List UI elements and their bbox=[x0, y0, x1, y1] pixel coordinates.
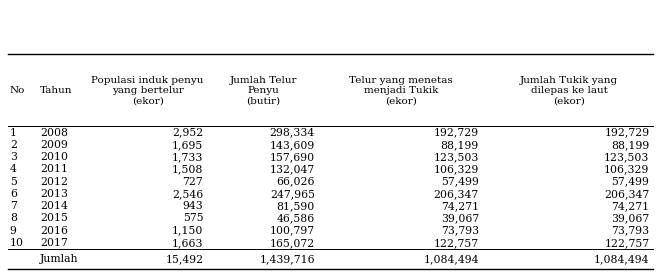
Text: 123,503: 123,503 bbox=[434, 152, 479, 162]
Text: 6: 6 bbox=[10, 189, 17, 199]
Text: 123,503: 123,503 bbox=[604, 152, 649, 162]
Text: 1,663: 1,663 bbox=[172, 238, 203, 248]
Text: 2013: 2013 bbox=[40, 189, 68, 199]
Text: 122,757: 122,757 bbox=[434, 238, 479, 248]
Text: 2009: 2009 bbox=[40, 140, 68, 150]
Text: 7: 7 bbox=[10, 201, 16, 211]
Text: 57,499: 57,499 bbox=[441, 177, 479, 187]
Text: 2,546: 2,546 bbox=[172, 189, 203, 199]
Text: 81,590: 81,590 bbox=[277, 201, 315, 211]
Text: 4: 4 bbox=[10, 164, 16, 174]
Text: 2008: 2008 bbox=[40, 128, 68, 138]
Text: 5: 5 bbox=[10, 177, 16, 187]
Text: 206,347: 206,347 bbox=[434, 189, 479, 199]
Text: No: No bbox=[10, 86, 25, 95]
Text: 46,586: 46,586 bbox=[277, 213, 315, 223]
Text: 39,067: 39,067 bbox=[441, 213, 479, 223]
Text: 10: 10 bbox=[10, 238, 24, 248]
Text: 122,757: 122,757 bbox=[604, 238, 649, 248]
Text: 3: 3 bbox=[10, 152, 17, 162]
Text: 2015: 2015 bbox=[40, 213, 68, 223]
Text: 1,150: 1,150 bbox=[172, 225, 203, 236]
Text: 100,797: 100,797 bbox=[270, 225, 315, 236]
Text: 943: 943 bbox=[182, 201, 203, 211]
Text: 1,084,494: 1,084,494 bbox=[594, 254, 649, 264]
Text: 2011: 2011 bbox=[40, 164, 68, 174]
Text: 73,793: 73,793 bbox=[611, 225, 649, 236]
Text: 143,609: 143,609 bbox=[270, 140, 315, 150]
Text: 106,329: 106,329 bbox=[434, 164, 479, 174]
Text: 2014: 2014 bbox=[40, 201, 68, 211]
Text: 2: 2 bbox=[10, 140, 17, 150]
Text: 1,695: 1,695 bbox=[172, 140, 203, 150]
Text: 2,952: 2,952 bbox=[172, 128, 203, 138]
Text: 165,072: 165,072 bbox=[270, 238, 315, 248]
Text: 8: 8 bbox=[10, 213, 17, 223]
Text: 88,199: 88,199 bbox=[611, 140, 649, 150]
Text: 1,508: 1,508 bbox=[172, 164, 203, 174]
Text: 247,965: 247,965 bbox=[270, 189, 315, 199]
Text: 74,271: 74,271 bbox=[441, 201, 479, 211]
Text: 39,067: 39,067 bbox=[611, 213, 649, 223]
Text: 1: 1 bbox=[10, 128, 17, 138]
Text: 1,439,716: 1,439,716 bbox=[259, 254, 315, 264]
Text: Tahun: Tahun bbox=[40, 86, 73, 95]
Text: Jumlah Tukik yang
dilepas ke laut
(ekor): Jumlah Tukik yang dilepas ke laut (ekor) bbox=[520, 76, 618, 105]
Text: 2010: 2010 bbox=[40, 152, 68, 162]
Text: 66,026: 66,026 bbox=[276, 177, 315, 187]
Text: 192,729: 192,729 bbox=[604, 128, 649, 138]
Text: 88,199: 88,199 bbox=[441, 140, 479, 150]
Text: 192,729: 192,729 bbox=[434, 128, 479, 138]
Text: Jumlah: Jumlah bbox=[40, 254, 79, 264]
Text: 1,733: 1,733 bbox=[172, 152, 203, 162]
Text: 2017: 2017 bbox=[40, 238, 68, 248]
Text: 57,499: 57,499 bbox=[611, 177, 649, 187]
Text: 2016: 2016 bbox=[40, 225, 68, 236]
Text: 575: 575 bbox=[183, 213, 203, 223]
Text: 206,347: 206,347 bbox=[604, 189, 649, 199]
Text: 74,271: 74,271 bbox=[611, 201, 649, 211]
Text: 9: 9 bbox=[10, 225, 16, 236]
Text: Jumlah Telur
Penyu
(butir): Jumlah Telur Penyu (butir) bbox=[230, 76, 297, 105]
Text: 298,334: 298,334 bbox=[270, 128, 315, 138]
Text: 132,047: 132,047 bbox=[270, 164, 315, 174]
Text: 157,690: 157,690 bbox=[270, 152, 315, 162]
Text: Populasi induk penyu
yang bertelur
(ekor): Populasi induk penyu yang bertelur (ekor… bbox=[91, 76, 204, 105]
Text: 1,084,494: 1,084,494 bbox=[423, 254, 479, 264]
Text: 2012: 2012 bbox=[40, 177, 68, 187]
Text: 73,793: 73,793 bbox=[441, 225, 479, 236]
Text: Telur yang menetas
menjadi Tukik
(ekor): Telur yang menetas menjadi Tukik (ekor) bbox=[349, 76, 453, 105]
Text: 106,329: 106,329 bbox=[604, 164, 649, 174]
Text: 727: 727 bbox=[182, 177, 203, 187]
Text: 15,492: 15,492 bbox=[165, 254, 203, 264]
